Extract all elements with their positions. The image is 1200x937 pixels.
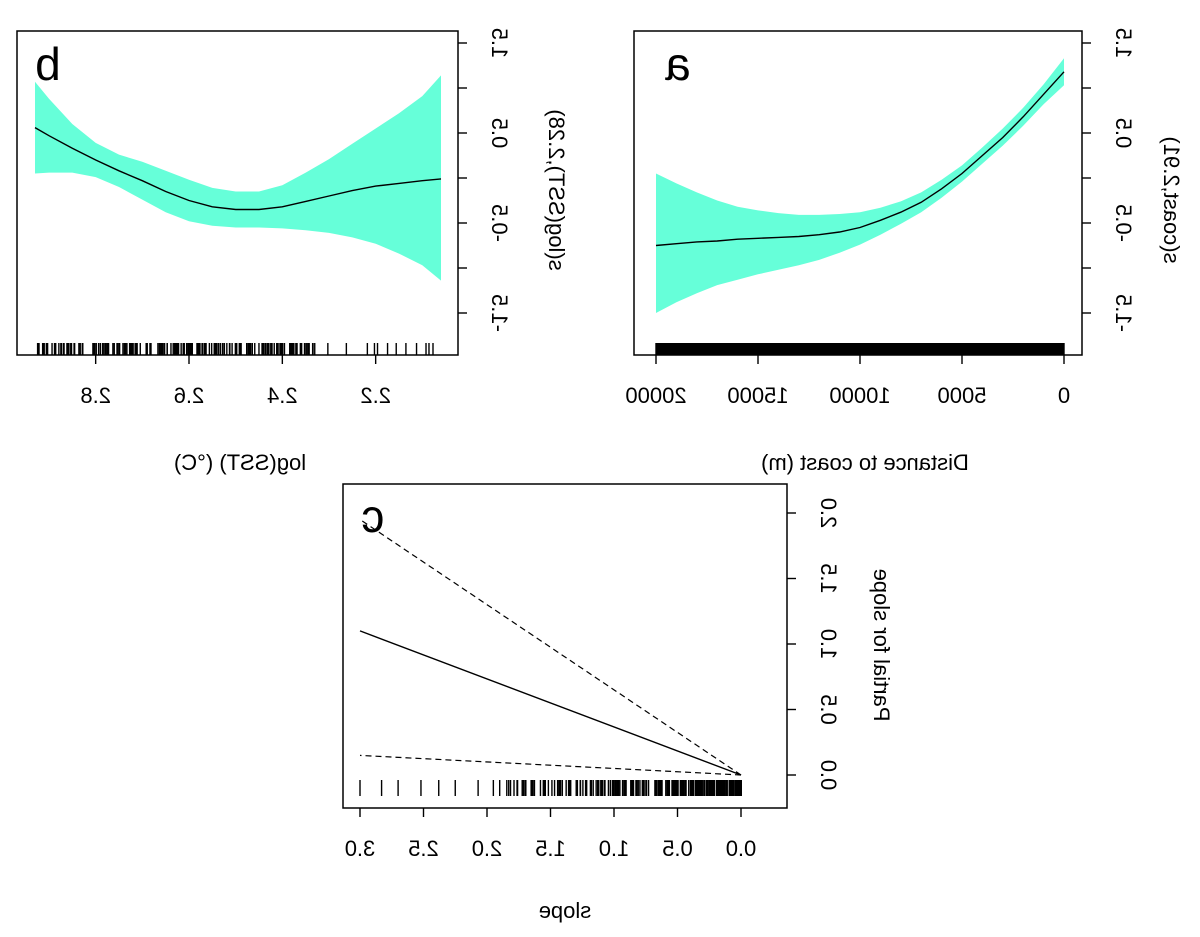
plot-frame <box>16 30 459 356</box>
y-tick-label: -1.5 <box>487 294 512 332</box>
x-axis-label: Distance to coast (m) <box>761 450 969 475</box>
panel-b: 2.2 2.4 2.6 2.8 -1.5 -0.5 0.5 1.5 log(SST) (°C) s… <box>16 28 569 475</box>
panel-a: 0 5000 10000 15000 20000 -1.5 -0.5 0.5 1.5 Distan… <box>625 28 1184 475</box>
fit-line <box>359 630 742 776</box>
x-tick-label: 20000 <box>625 383 686 408</box>
x-tick-label: 0.5 <box>662 836 693 861</box>
x-tick-label: 1.0 <box>599 836 630 861</box>
panel-letter: a <box>665 38 691 90</box>
panel-c: 0.0 0.5 1.0 1.5 2.0 2.5 3.0 0.0 0.5 1.0 1.5 2.0 slop… <box>342 483 894 923</box>
ci-band <box>35 75 441 281</box>
y-tick-label: 2.0 <box>816 498 841 529</box>
fit-line <box>655 71 1065 247</box>
panel-letter: b <box>35 38 61 90</box>
ci-lower-line <box>359 754 742 776</box>
x-tick-label: 10000 <box>829 383 890 408</box>
x-axis-label: log(SST) (°C) <box>174 450 306 475</box>
y-tick-label: 1.5 <box>487 28 512 59</box>
y-axis-label: Partial for slope <box>869 569 894 722</box>
ci-band <box>656 58 1064 313</box>
x-tick-label: 0 <box>1058 383 1070 408</box>
x-tick-label: 15000 <box>727 383 788 408</box>
x-tick-label: 2.5 <box>408 836 439 861</box>
rug <box>359 780 742 796</box>
x-axis-label: slope <box>539 898 592 923</box>
x-tick-label: 2.2 <box>360 383 391 408</box>
y-tick-label: 0.0 <box>816 760 841 791</box>
panel-letter: c <box>362 490 385 542</box>
y-tick-label: 0.5 <box>1111 118 1136 149</box>
y-tick-label: 0.5 <box>816 694 841 725</box>
fit-line <box>34 126 442 211</box>
x-tick-label: 2.4 <box>267 383 298 408</box>
y-axis-label: s(log(SST),2.28) <box>544 109 569 270</box>
ci-upper-line <box>359 519 742 776</box>
rug <box>655 343 1065 355</box>
x-tick-label: 1.5 <box>535 836 566 861</box>
x-tick-label: 2.8 <box>80 383 111 408</box>
plot-frame <box>633 30 1083 356</box>
x-tick-label: 2.0 <box>472 836 503 861</box>
x-tick-label: 5000 <box>938 383 987 408</box>
plot-frame <box>342 483 788 809</box>
y-tick-label: 1.0 <box>816 629 841 660</box>
y-tick-label: 0.5 <box>487 118 512 149</box>
y-tick-label: -0.5 <box>1111 204 1136 242</box>
y-tick-label: 1.5 <box>1111 28 1136 59</box>
y-axis-label: s(coast,2.91) <box>1159 136 1184 263</box>
x-tick-label: 0.0 <box>726 836 757 861</box>
rug <box>36 343 434 355</box>
x-tick-label: 2.6 <box>174 383 205 408</box>
x-tick-label: 3.0 <box>345 836 376 861</box>
y-tick-label: 1.5 <box>816 563 841 594</box>
y-tick-label: -1.5 <box>1111 294 1136 332</box>
y-tick-label: -0.5 <box>487 204 512 242</box>
